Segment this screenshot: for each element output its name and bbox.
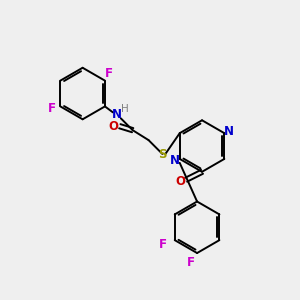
Text: N: N [224, 125, 234, 138]
Text: N: N [170, 154, 180, 167]
Text: H: H [121, 104, 129, 114]
Text: F: F [105, 67, 113, 80]
Text: S: S [158, 148, 167, 161]
Text: O: O [175, 175, 185, 188]
Text: F: F [187, 256, 195, 269]
Text: F: F [47, 102, 56, 115]
Text: O: O [109, 120, 119, 133]
Text: F: F [159, 238, 167, 250]
Text: N: N [112, 108, 122, 121]
